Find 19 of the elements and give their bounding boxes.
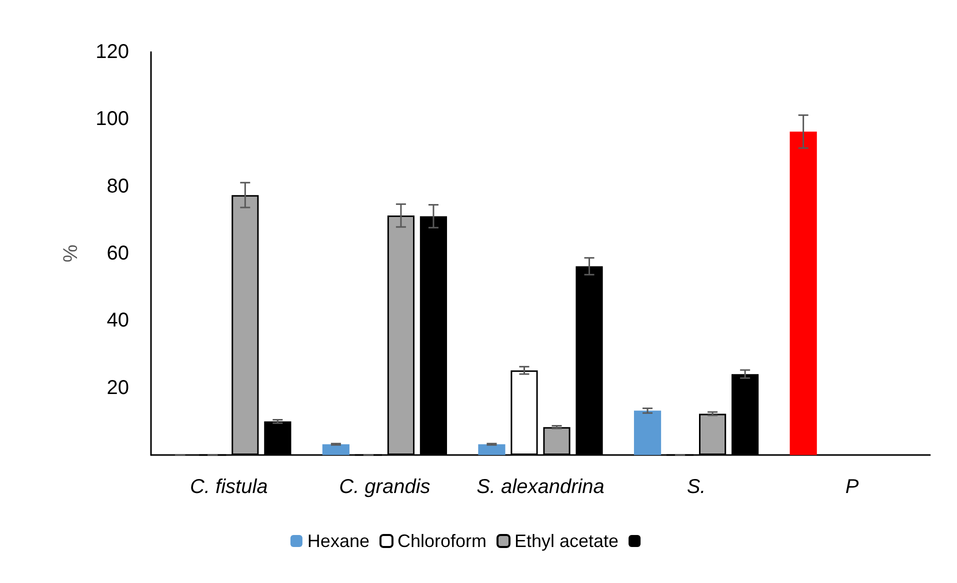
legend-label: Ethyl acetate: [514, 531, 619, 551]
x-tick-label: C. fistula: [190, 476, 268, 498]
x-tick-label: P: [845, 476, 860, 498]
x-tick-label: C. grandis: [339, 476, 430, 498]
legend-label: Hexane: [307, 531, 370, 551]
bar: [322, 444, 350, 455]
y-tick-label: 60: [106, 242, 129, 264]
legend-label: Chloroform: [397, 531, 487, 551]
y-tick-label: 80: [106, 175, 129, 198]
y-tick-label: 20: [106, 376, 129, 399]
bar: [478, 444, 506, 455]
x-tick-label: S. alexandrina: [476, 476, 604, 498]
y-tick-label: 40: [106, 310, 129, 332]
bar: [634, 410, 662, 455]
bar: [790, 132, 817, 455]
y-axis-title: %: [60, 244, 82, 262]
x-tick-label: S.: [686, 476, 706, 498]
y-tick-label: 100: [96, 108, 129, 130]
y-tick-label: 120: [96, 41, 129, 63]
